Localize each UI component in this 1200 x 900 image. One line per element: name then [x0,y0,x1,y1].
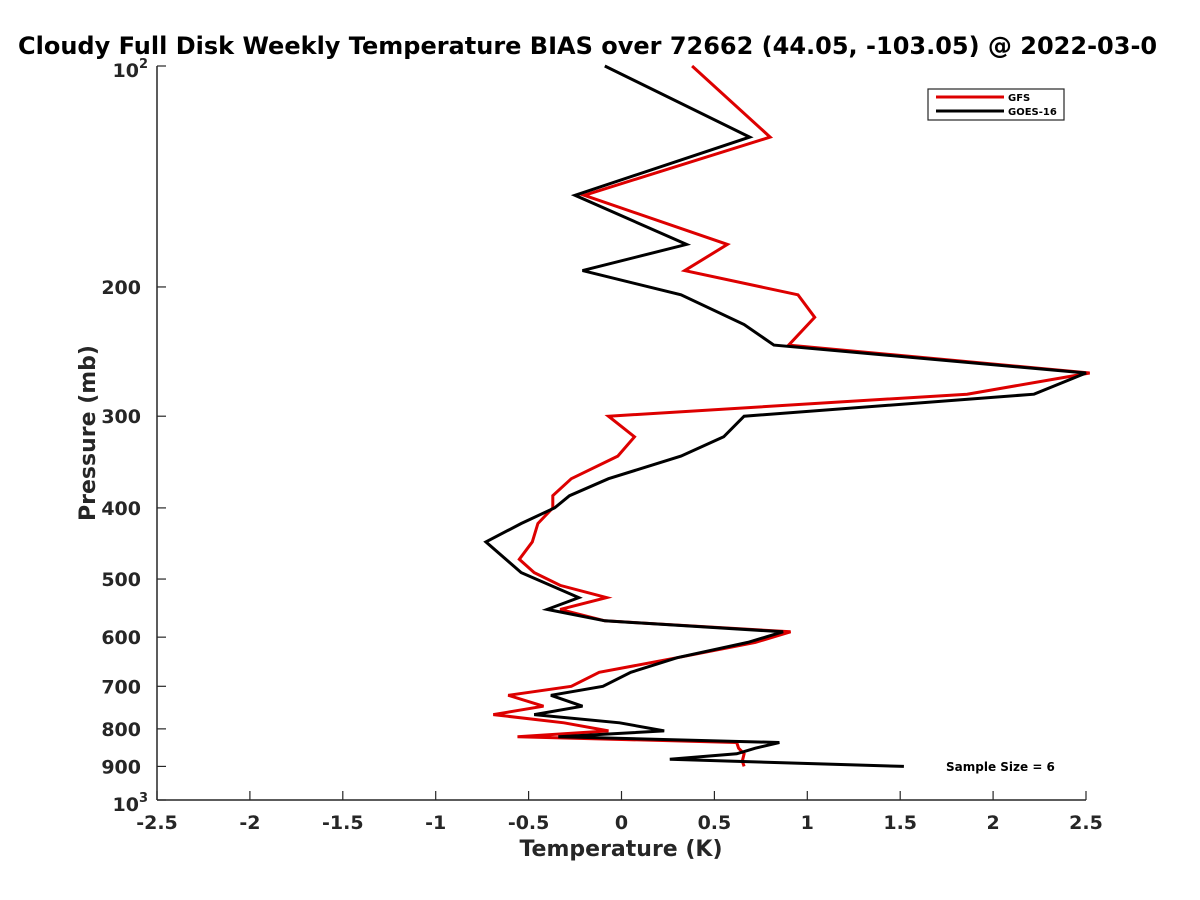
legend: GFS GOES-16 [927,88,1065,121]
y-tick-label: 400 [101,498,141,520]
y-tick-label: 600 [101,627,141,649]
x-tick-label: -2 [239,812,260,834]
y-tick-label: 300 [101,406,141,428]
y-tick-label: 102 [113,57,149,82]
legend-box [927,88,1065,121]
series-line-gfs [493,64,1090,767]
x-tick-label: -1.5 [322,812,364,834]
y-tick-label: 200 [101,277,141,299]
axes: -2.5 -2 -1.5 -1 -0.5 0 0.5 1 1.5 2 2.5 102 200 300 400… [101,57,1103,834]
y-axis-label: Pressure (mb) [76,345,101,521]
x-tick-label: 1 [801,812,814,834]
chart-title: Cloudy Full Disk Weekly Temperature BIAS… [18,32,1157,60]
y-tick-label: 700 [101,676,141,698]
y-tick-label: 103 [113,791,149,816]
series-line-goes-16 [483,64,1087,768]
x-tick-label: 1.5 [883,812,917,834]
y-tick-label: 500 [101,569,141,591]
x-tick-label: 2.5 [1069,812,1103,834]
legend-label: GFS [1008,93,1030,104]
x-tick-label: -2.5 [136,812,178,834]
x-tick-label: -0.5 [508,812,550,834]
x-tick-label: 2 [986,812,999,834]
x-axis-label: Temperature (K) [519,837,722,862]
y-tick-label: 900 [101,756,141,778]
legend-label: GOES-16 [1008,107,1057,118]
series-layer [483,64,1090,768]
x-tick-label: 0.5 [698,812,732,834]
sample-size-annotation: Sample Size = 6 [946,760,1055,774]
x-tick-label: 0 [615,812,628,834]
y-tick-label: 800 [101,719,141,741]
x-tick-label: -1 [425,812,446,834]
